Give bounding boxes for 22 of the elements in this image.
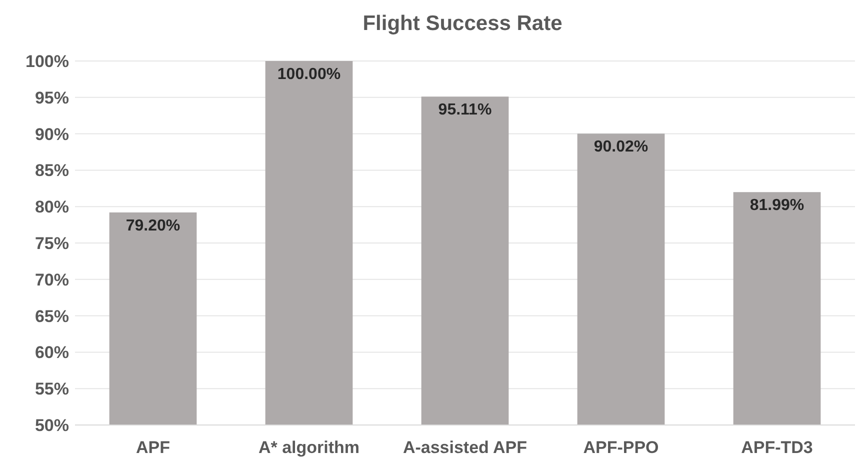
x-tick-label: APF <box>136 438 170 457</box>
y-tick-label: 90% <box>34 124 69 144</box>
y-tick-label: 60% <box>34 343 69 362</box>
x-tick-label: APF-TD3 <box>741 438 813 457</box>
chart-title: Flight Success Rate <box>362 12 562 35</box>
y-tick-label: 80% <box>34 198 69 217</box>
y-tick-label: 55% <box>34 380 69 399</box>
data-label: 100.00% <box>277 66 341 83</box>
y-tick-label: 75% <box>34 234 69 253</box>
y-tick-label: 95% <box>34 88 69 108</box>
data-label: 81.99% <box>750 197 804 214</box>
y-tick-label: 65% <box>34 306 69 326</box>
data-label: 90.02% <box>594 138 648 156</box>
y-tick-label: 85% <box>34 161 69 180</box>
x-tick-label: A* algorithm <box>258 438 360 457</box>
data-label: 95.11% <box>438 102 492 119</box>
data-label: 79.20% <box>126 217 180 234</box>
y-tick-label: 50% <box>34 416 69 435</box>
y-tick-label: 100% <box>26 52 69 71</box>
y-tick-label: 70% <box>34 270 69 290</box>
x-tick-label: APF-PPO <box>583 438 659 457</box>
x-tick-label: A-assisted APF <box>402 438 528 457</box>
